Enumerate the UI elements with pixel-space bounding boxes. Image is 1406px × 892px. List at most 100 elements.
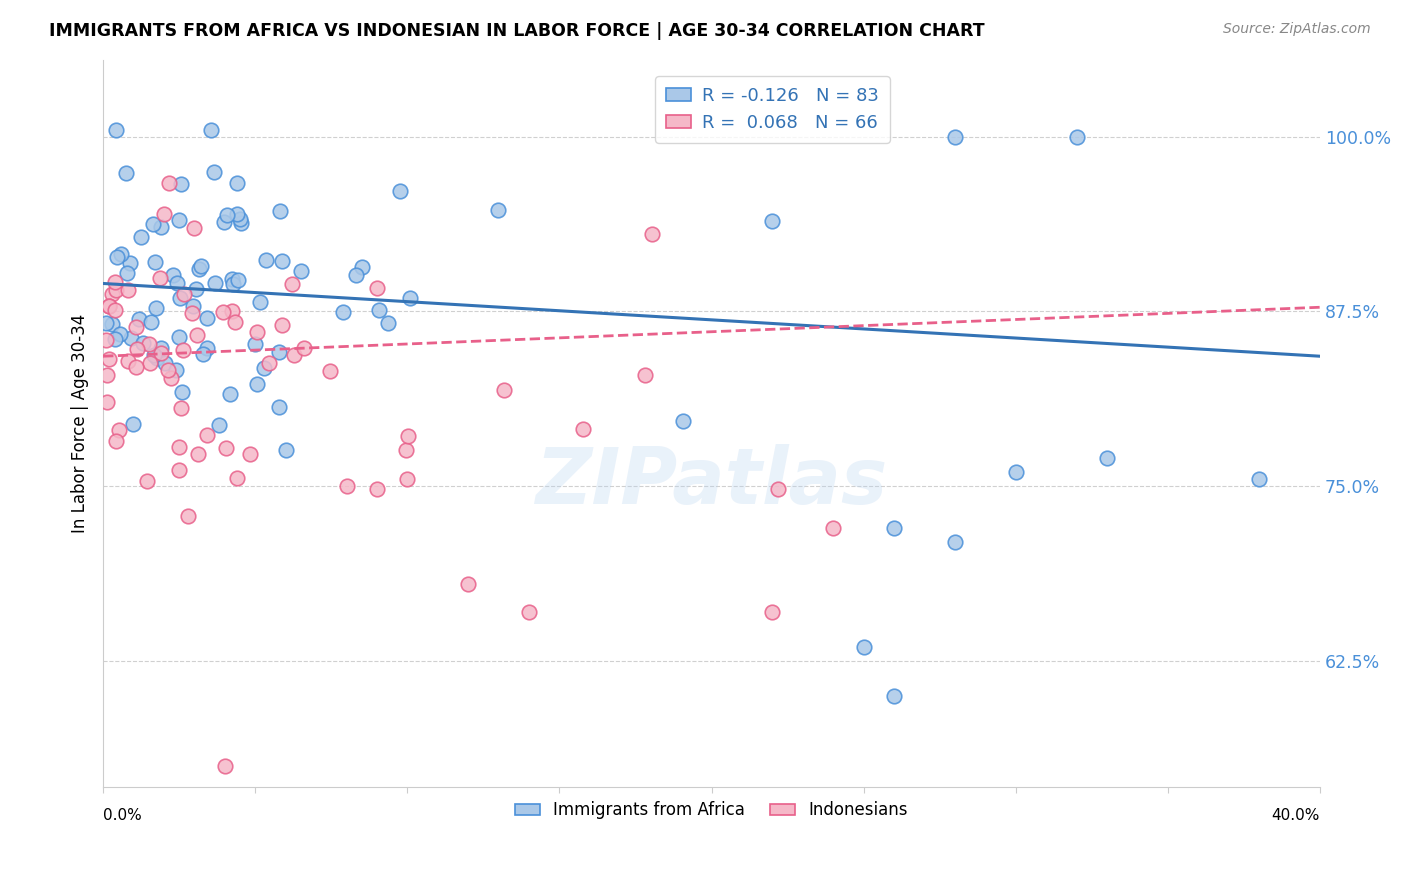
Point — [883, 690, 905, 704]
Point — [145, 255, 167, 269]
Point — [121, 417, 143, 432]
Point — [634, 368, 657, 382]
Point — [228, 211, 250, 226]
Point — [267, 345, 290, 359]
Point — [226, 471, 249, 485]
Point — [246, 376, 269, 391]
Point — [204, 277, 226, 291]
Point — [335, 479, 357, 493]
Point — [214, 759, 236, 773]
Point — [494, 383, 516, 397]
Point — [96, 395, 118, 409]
Point — [259, 356, 281, 370]
Point — [98, 298, 121, 312]
Point — [145, 301, 167, 315]
Point — [139, 355, 162, 369]
Point — [229, 216, 252, 230]
Point — [186, 328, 208, 343]
Point — [187, 261, 209, 276]
Point — [100, 286, 122, 301]
Point — [138, 337, 160, 351]
Point — [104, 332, 127, 346]
Point — [396, 472, 419, 486]
Point — [167, 329, 190, 343]
Point — [149, 341, 172, 355]
Point — [352, 260, 374, 274]
Point — [571, 422, 593, 436]
Point — [157, 176, 180, 190]
Point — [1249, 472, 1271, 486]
Point — [195, 341, 218, 355]
Point — [1004, 466, 1026, 480]
Point — [766, 482, 789, 496]
Point — [131, 230, 153, 244]
Point — [221, 303, 243, 318]
Point — [167, 440, 190, 454]
Point — [254, 253, 277, 268]
Point — [172, 384, 194, 399]
Point — [105, 283, 128, 297]
Point — [108, 423, 131, 437]
Text: IMMIGRANTS FROM AFRICA VS INDONESIAN IN LABOR FORCE | AGE 30-34 CORRELATION CHAR: IMMIGRANTS FROM AFRICA VS INDONESIAN IN … — [49, 22, 984, 40]
Point — [117, 283, 139, 297]
Point — [246, 325, 269, 339]
Point — [344, 268, 367, 283]
Point — [166, 363, 188, 377]
Point — [143, 348, 166, 362]
Point — [208, 417, 231, 432]
Point — [131, 335, 153, 350]
Point — [283, 347, 305, 361]
Point — [883, 521, 905, 535]
Point — [281, 277, 304, 292]
Point — [181, 306, 204, 320]
Point — [249, 295, 271, 310]
Point — [162, 268, 184, 282]
Point — [105, 122, 128, 136]
Point — [177, 508, 200, 523]
Point — [388, 185, 411, 199]
Point — [226, 207, 249, 221]
Point — [367, 302, 389, 317]
Point — [269, 204, 291, 219]
Point — [276, 443, 298, 458]
Point — [145, 351, 167, 365]
Point — [852, 640, 875, 655]
Point — [270, 318, 292, 333]
Point — [218, 387, 240, 401]
Point — [120, 331, 142, 345]
Point — [672, 414, 695, 428]
Point — [139, 315, 162, 329]
Point — [226, 176, 249, 190]
Point — [170, 401, 193, 416]
Point — [169, 291, 191, 305]
Point — [117, 353, 139, 368]
Point — [215, 441, 238, 455]
Text: 40.0%: 40.0% — [1271, 808, 1320, 823]
Point — [167, 463, 190, 477]
Point — [200, 122, 222, 136]
Y-axis label: In Labor Force | Age 30-34: In Labor Force | Age 30-34 — [72, 314, 89, 533]
Point — [149, 271, 172, 285]
Point — [226, 273, 249, 287]
Point — [153, 206, 176, 220]
Point — [96, 368, 118, 382]
Point — [193, 347, 215, 361]
Point — [187, 447, 209, 461]
Point — [153, 356, 176, 370]
Point — [761, 213, 783, 227]
Text: Source: ZipAtlas.com: Source: ZipAtlas.com — [1223, 22, 1371, 37]
Point — [243, 337, 266, 351]
Point — [1095, 451, 1118, 466]
Point — [195, 310, 218, 325]
Point — [173, 286, 195, 301]
Point — [115, 266, 138, 280]
Point — [104, 275, 127, 289]
Point — [149, 219, 172, 234]
Point — [1066, 129, 1088, 144]
Point — [253, 361, 276, 376]
Point — [183, 299, 205, 313]
Point — [128, 312, 150, 326]
Point — [641, 227, 664, 241]
Point — [96, 316, 118, 330]
Point — [150, 345, 173, 359]
